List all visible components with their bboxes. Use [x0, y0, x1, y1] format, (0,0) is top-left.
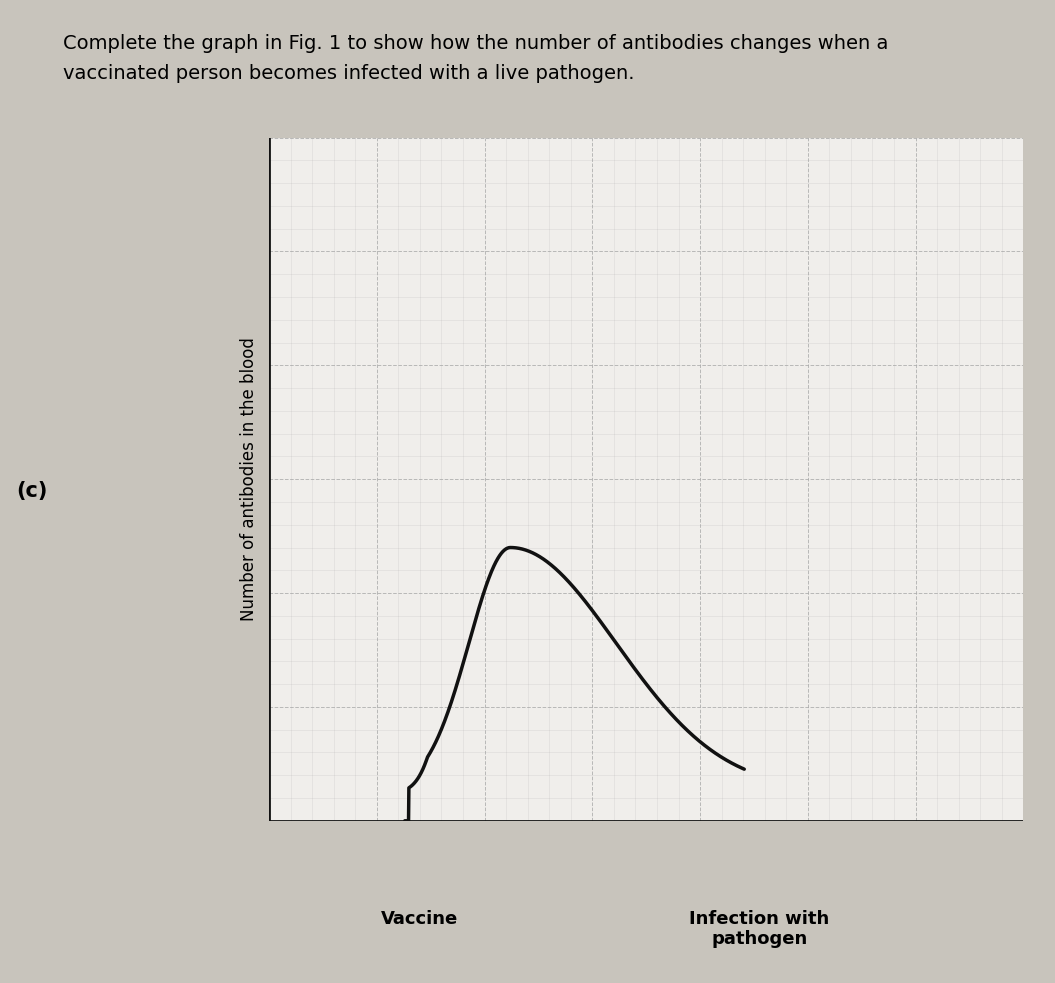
Text: Vaccine: Vaccine: [381, 909, 459, 928]
Text: vaccinated person becomes infected with a live pathogen.: vaccinated person becomes infected with …: [63, 64, 635, 83]
Text: Complete the graph in Fig. 1 to show how the number of antibodies changes when a: Complete the graph in Fig. 1 to show how…: [63, 34, 888, 53]
Text: (c): (c): [16, 482, 47, 501]
Text: Infection with
pathogen: Infection with pathogen: [689, 909, 829, 949]
Y-axis label: Number of antibodies in the blood: Number of antibodies in the blood: [239, 337, 257, 621]
